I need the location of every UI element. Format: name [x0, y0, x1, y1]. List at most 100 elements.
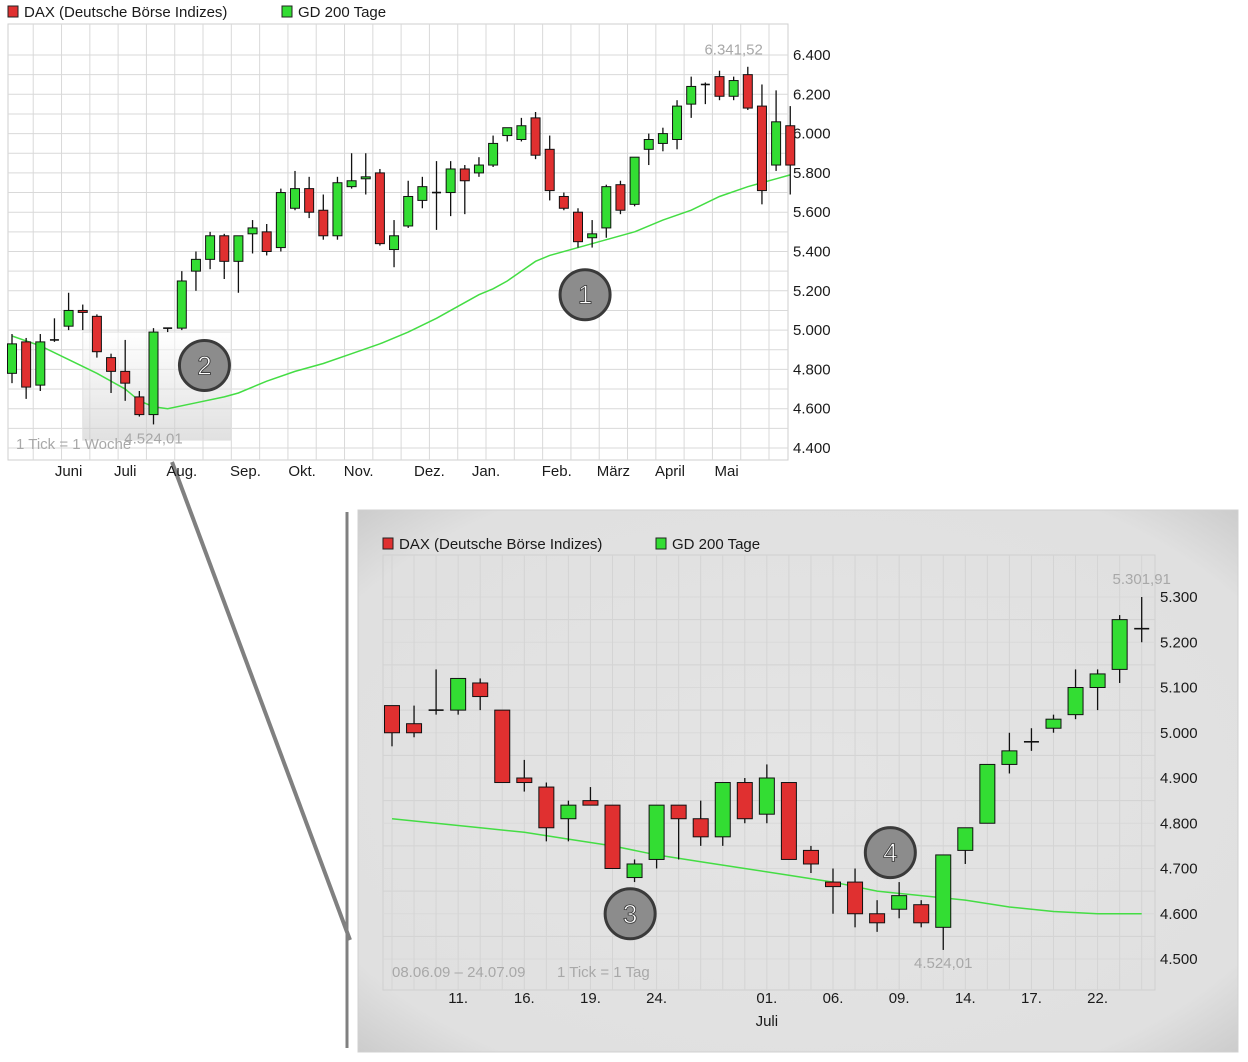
candle — [516, 759, 533, 792]
candle-body-up — [190, 258, 201, 272]
candle-body-down — [670, 804, 687, 820]
candle — [558, 192, 569, 211]
candle — [445, 161, 456, 217]
candle — [758, 764, 775, 824]
x-tick-label: Juni — [55, 463, 83, 480]
x-tick-label: 11. — [448, 990, 468, 1007]
candle-body-down — [21, 341, 32, 388]
candle — [346, 153, 357, 189]
candle-body-up — [979, 763, 996, 824]
candle — [736, 778, 753, 824]
candle-body-up — [1089, 673, 1106, 688]
legend-swatch — [382, 537, 394, 550]
candle — [290, 170, 300, 211]
callout-marker-label: 4 — [883, 838, 897, 868]
candle-body-down — [869, 913, 886, 924]
candle — [304, 176, 315, 219]
candle — [35, 334, 46, 392]
candle — [134, 391, 145, 417]
candle — [560, 800, 577, 842]
candle-body-up — [176, 280, 187, 329]
x-tick-label: Juli — [114, 463, 137, 480]
extreme-value-label: 4.524,01 — [124, 431, 182, 448]
candle — [163, 327, 173, 333]
candle — [657, 127, 668, 152]
candle-body-up — [35, 341, 46, 386]
candle-body-up — [275, 192, 286, 249]
date-range-label: 08.06.09 – 24.07.09 — [392, 964, 525, 981]
candle — [374, 168, 385, 246]
candle-body-up — [488, 142, 499, 166]
candle — [190, 251, 201, 291]
candle — [573, 208, 583, 248]
candle — [428, 669, 444, 715]
candle-body-up — [891, 895, 908, 910]
candle — [714, 782, 731, 846]
candle — [601, 184, 612, 238]
candle-body-up — [233, 235, 244, 262]
candle — [488, 135, 499, 168]
candle-body-down — [802, 849, 819, 865]
candle-body-up — [7, 343, 17, 374]
legend-label: DAX (Deutsche Börse Indizes) — [399, 536, 602, 553]
candle — [538, 782, 555, 842]
candle-body-down — [582, 800, 599, 806]
candle — [785, 106, 796, 195]
candle — [756, 84, 767, 205]
candle — [406, 705, 423, 738]
candle-body-up — [1001, 750, 1018, 765]
plot-area — [382, 554, 1156, 991]
candle — [247, 220, 258, 254]
y-tick-label: 4.800 — [1160, 815, 1198, 832]
legend-label: DAX (Deutsche Börse Indizes) — [24, 4, 227, 21]
y-tick-label: 4.600 — [793, 401, 831, 418]
callout-marker — [177, 338, 231, 392]
legend-label: GD 200 Tage — [672, 536, 760, 553]
candle — [802, 845, 819, 874]
candle-body-down — [544, 148, 555, 192]
y-tick-label: 5.100 — [1160, 680, 1198, 697]
candle — [77, 304, 88, 331]
x-tick-label: Okt. — [288, 463, 316, 480]
candle-body-down — [538, 786, 555, 829]
legend-swatch — [7, 5, 19, 18]
candle-body-down — [615, 184, 626, 211]
candle — [148, 328, 159, 425]
candle — [847, 868, 864, 928]
candle-body-down — [77, 309, 88, 313]
candle-body-down — [494, 709, 511, 784]
candle-body-up — [473, 164, 484, 174]
candle — [7, 334, 17, 384]
candle — [1134, 597, 1150, 643]
candle — [869, 900, 886, 932]
candle — [957, 827, 974, 864]
candle-body-down — [120, 370, 131, 384]
candle — [670, 804, 687, 860]
candle-body-up — [1045, 718, 1062, 729]
candle-body-down — [847, 881, 864, 915]
candle-body-up — [771, 121, 782, 166]
candle-body-up — [502, 127, 513, 137]
candle — [332, 176, 343, 240]
candle-body-up — [332, 182, 343, 237]
candle-body-up — [1067, 687, 1084, 716]
candle — [686, 76, 697, 118]
x-tick-label: Sep. — [230, 463, 261, 480]
candle — [205, 231, 216, 270]
candle-body-up — [626, 863, 643, 879]
candle-body-down — [374, 172, 385, 245]
candle-body-down — [406, 723, 423, 734]
zoom-chart: 5.300 5.200 5.100 5.000 4.900 4.800 4.700 4.600… — [382, 536, 1198, 1030]
y-tick-label: 5.000 — [1160, 725, 1198, 742]
candle — [742, 66, 753, 111]
y-tick-label: 5.300 — [1160, 589, 1198, 606]
candle-body-down — [261, 231, 272, 253]
candle-body-down — [304, 188, 315, 213]
y-tick-label: 6.200 — [793, 86, 831, 103]
x-tick-label: 17. — [1021, 990, 1042, 1007]
candle — [825, 868, 841, 914]
callout-marker-label: 2 — [197, 350, 211, 380]
tick-note-label: 1 Tick = 1 Tag — [557, 964, 650, 981]
tick-note-label: 1 Tick = 1 Woche — [16, 436, 131, 453]
